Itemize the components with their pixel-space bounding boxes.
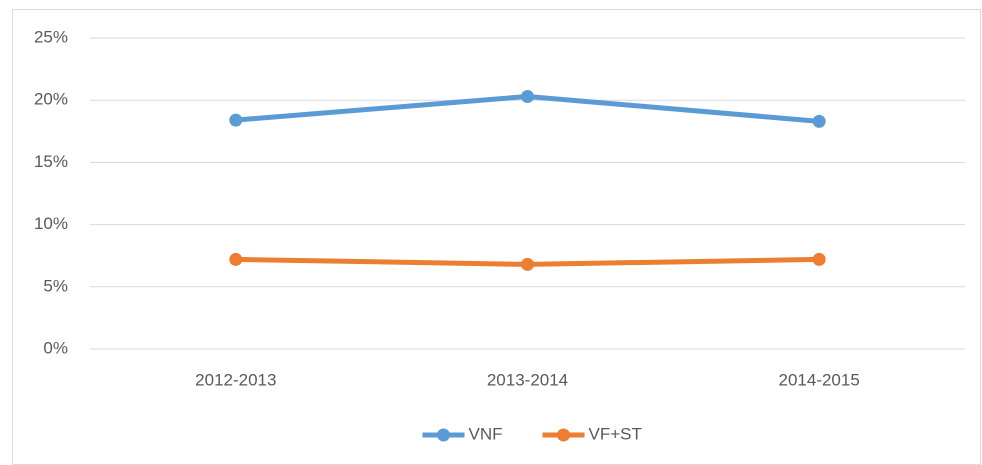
point xyxy=(229,252,243,266)
legend-label: VNF xyxy=(469,424,503,443)
x-tick-label: 2014-2015 xyxy=(779,370,860,389)
legend-marker xyxy=(437,428,450,442)
y-tick-label: 15% xyxy=(34,152,68,171)
legend-label: VF+ST xyxy=(589,424,642,443)
y-tick-label: 25% xyxy=(34,27,68,46)
point xyxy=(521,89,534,103)
point xyxy=(812,114,826,128)
point xyxy=(229,113,243,127)
y-tick-label: 0% xyxy=(43,338,68,357)
x-tick-label: 2012-2013 xyxy=(195,370,276,389)
legend-marker xyxy=(557,428,570,442)
point xyxy=(812,252,826,266)
chart-frame xyxy=(12,9,981,465)
y-tick-label: 10% xyxy=(34,214,68,233)
x-tick-label: 2013-2014 xyxy=(487,370,568,389)
point xyxy=(521,257,534,271)
y-tick-label: 5% xyxy=(43,276,68,295)
y-tick-label: 20% xyxy=(34,90,68,109)
